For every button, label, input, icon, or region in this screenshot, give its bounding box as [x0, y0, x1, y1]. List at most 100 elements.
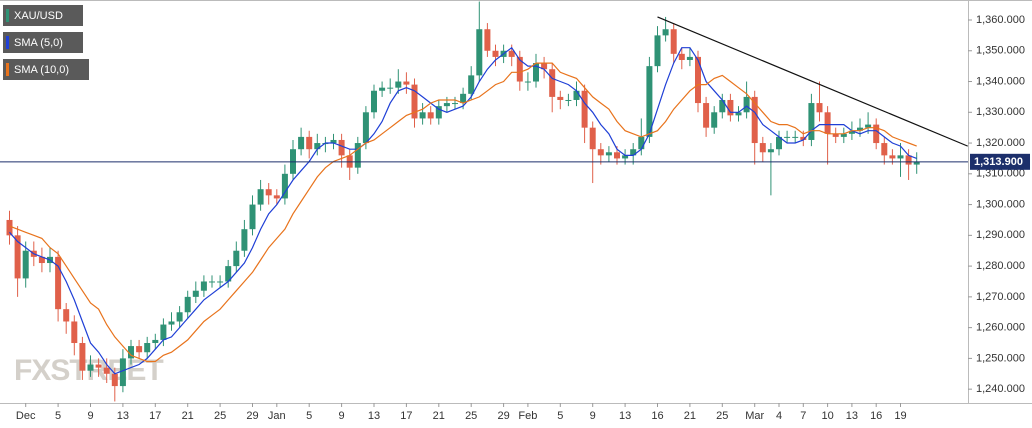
- x-tick-label: 9: [590, 410, 596, 422]
- candle-body: [873, 124, 880, 144]
- candle-body: [824, 112, 831, 134]
- candle-body: [419, 112, 426, 119]
- candle-body: [508, 50, 515, 57]
- candle-body: [484, 29, 491, 51]
- candle-body: [897, 155, 904, 159]
- candle-body: [468, 75, 475, 94]
- x-tick-label: 16: [651, 410, 663, 422]
- candle-body: [816, 103, 823, 113]
- candle-body: [476, 29, 483, 76]
- candle-body: [176, 312, 183, 322]
- x-tick-label: 5: [55, 410, 61, 422]
- last-price-box: [970, 153, 1030, 170]
- candle-body: [865, 124, 872, 128]
- legend-swatch: [6, 36, 9, 49]
- y-tick-label: 1,300.000: [976, 198, 1025, 210]
- y-tick-label: 1,250.000: [976, 352, 1025, 364]
- y-tick-label: 1,280.000: [976, 260, 1025, 272]
- candle-body: [452, 103, 458, 105]
- candle-body: [800, 136, 807, 140]
- candle-body: [79, 343, 86, 371]
- candle-body: [281, 173, 288, 199]
- candle-body: [6, 219, 13, 236]
- x-tick-label: 10: [821, 410, 833, 422]
- candle-body: [638, 136, 645, 150]
- candle-body: [492, 50, 499, 57]
- candle-body: [241, 229, 248, 251]
- candle-body: [605, 152, 612, 156]
- candle-body: [857, 127, 863, 131]
- candle-body: [330, 139, 337, 144]
- sma-line: [9, 62, 917, 363]
- trendline: [657, 16, 968, 147]
- x-tick-label: Jan: [268, 410, 286, 422]
- legend-swatch: [6, 63, 9, 76]
- sma-line: [9, 46, 917, 375]
- candle-body: [808, 103, 815, 140]
- candle-body: [784, 136, 791, 138]
- x-tick-label: 21: [433, 410, 445, 422]
- candle-body: [695, 56, 701, 104]
- y-tick-label: 1,320.000: [976, 137, 1025, 149]
- candle-body: [55, 256, 62, 310]
- candle-body: [524, 81, 531, 83]
- candle-body: [298, 136, 305, 150]
- candle-body: [111, 373, 118, 387]
- x-tick-label: 29: [497, 410, 509, 422]
- candle-body: [557, 96, 564, 100]
- x-tick-label: 25: [214, 410, 226, 422]
- x-tick-label: 29: [246, 410, 258, 422]
- candle-body: [87, 364, 94, 371]
- x-tick-label: 13: [619, 410, 631, 422]
- candle-body: [395, 81, 402, 88]
- candle-body: [751, 96, 758, 144]
- candle-body: [654, 35, 661, 67]
- candle-body: [686, 56, 693, 60]
- x-tick-label: 7: [800, 410, 806, 422]
- candle-body: [565, 99, 572, 101]
- legend-label: SMA (10,0): [14, 64, 69, 76]
- x-tick-label: Feb: [518, 410, 537, 422]
- candle-body: [119, 358, 126, 387]
- candle-body: [711, 112, 718, 128]
- candle-body: [217, 281, 224, 283]
- candle-body: [200, 281, 207, 291]
- y-tick-label: 1,240.000: [976, 383, 1025, 395]
- candle-body: [249, 204, 256, 230]
- candle-body: [136, 346, 143, 353]
- candle-body: [95, 364, 102, 368]
- candle-body: [257, 189, 264, 205]
- candle-body: [646, 66, 653, 137]
- x-tick-label: 9: [339, 410, 345, 422]
- candle-body: [362, 112, 369, 144]
- candle-body: [71, 321, 78, 344]
- x-tick-label: 21: [182, 410, 194, 422]
- x-tick-label: 13: [368, 410, 380, 422]
- candle-body: [881, 143, 888, 156]
- candle-body: [338, 139, 345, 156]
- candle-body: [767, 149, 774, 153]
- x-tick-label: 21: [684, 410, 696, 422]
- candle-body: [379, 87, 386, 91]
- legend-swatch: [6, 9, 9, 22]
- candle-body: [662, 29, 669, 36]
- x-tick-label: 17: [400, 410, 412, 422]
- x-tick-label: 16: [870, 410, 882, 422]
- y-tick-label: 1,340.000: [976, 75, 1025, 87]
- candle-body: [273, 195, 280, 199]
- candle-body: [727, 99, 734, 116]
- candle-body: [735, 112, 742, 116]
- x-tick-label: 5: [557, 410, 563, 422]
- candle-body: [192, 290, 199, 297]
- candle-body: [743, 96, 750, 113]
- candle-body: [403, 81, 410, 85]
- candle-body: [581, 90, 588, 128]
- candle-body: [848, 130, 855, 134]
- candle-body: [614, 152, 620, 159]
- x-tick-label: 25: [465, 410, 477, 422]
- candle-body: [184, 296, 191, 313]
- y-tick-label: 1,270.000: [976, 291, 1025, 303]
- candle-body: [533, 63, 539, 82]
- x-tick-label: 5: [306, 410, 312, 422]
- candle-body: [792, 136, 799, 138]
